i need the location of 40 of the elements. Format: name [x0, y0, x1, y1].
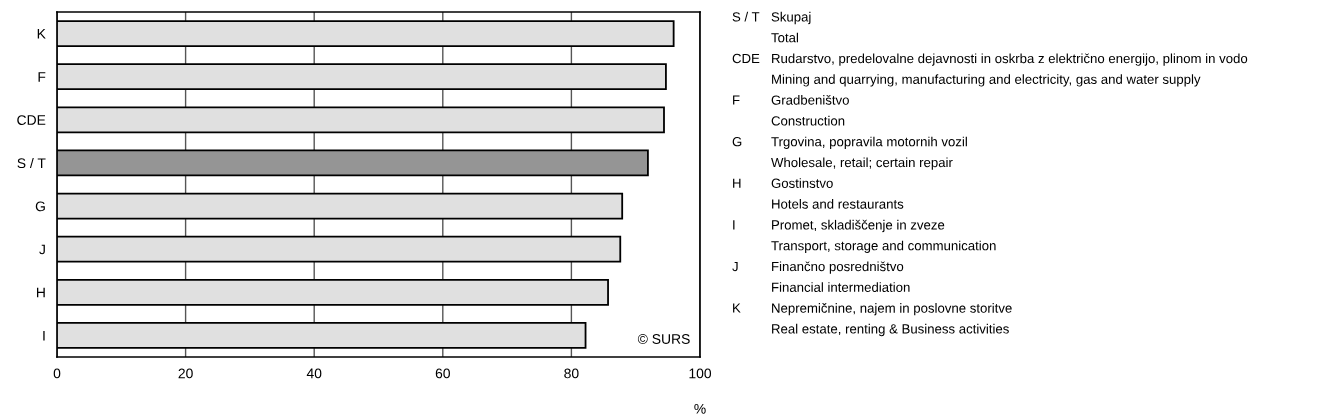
text: I [733, 220, 735, 230]
text: K [733, 303, 741, 313]
y-tick-label: F [38, 72, 46, 82]
x-tick-label: 100 [689, 368, 712, 379]
y-tick-label: G [35, 201, 45, 212]
x-tick-label: 80 [564, 368, 579, 379]
text: J [732, 261, 738, 272]
x-tick-label: 0 [53, 368, 61, 379]
x-tick-label: 20 [178, 368, 193, 379]
text: F [733, 95, 740, 105]
text: Gostinstvo [771, 178, 833, 188]
text: Construction [771, 115, 845, 126]
text: Total [771, 32, 798, 43]
text: Hotels and restaurants [772, 199, 904, 209]
y-tick-label: CDE [17, 115, 46, 125]
x-axis-title: % [694, 403, 706, 414]
y-tick-label: H [37, 287, 45, 298]
text: Real estate, renting & Business activities [772, 323, 1009, 337]
text: Finančno posredništvo [772, 261, 904, 274]
y-tick-label: S / T [17, 157, 46, 169]
text: Mining and quarrying, manufacturing and electricity, gas and water supply [772, 74, 1201, 87]
annotation: © SURS [637, 334, 690, 344]
y-tick-label: K [37, 29, 46, 39]
text: S / T [732, 11, 760, 22]
text: Trgovina, popravila motornih vozil [771, 136, 967, 149]
text: Promet, skladiščenje in zveze [772, 219, 945, 233]
text: CDE [732, 53, 760, 64]
text: G [732, 137, 742, 147]
text: Financial intermediation [772, 282, 910, 292]
text: H [733, 178, 741, 188]
text: Nepremičnine, najem in poslovne storitve [772, 303, 1012, 316]
text: Skupaj [771, 11, 811, 25]
text: Rudarstvo, predelovalne dejavnosti in oskrba z električno energijo, plinom in vodo [772, 53, 1248, 66]
y-tick-label: J [39, 244, 45, 255]
x-tick-label: 40 [306, 368, 322, 379]
text: Wholesale, retail; certain repair [771, 157, 953, 170]
x-tick-label: 60 [435, 368, 450, 379]
text: Gradbeništvo [771, 95, 849, 105]
y-tick-label: I [43, 330, 45, 341]
text: Transport, storage and communication [771, 240, 996, 253]
